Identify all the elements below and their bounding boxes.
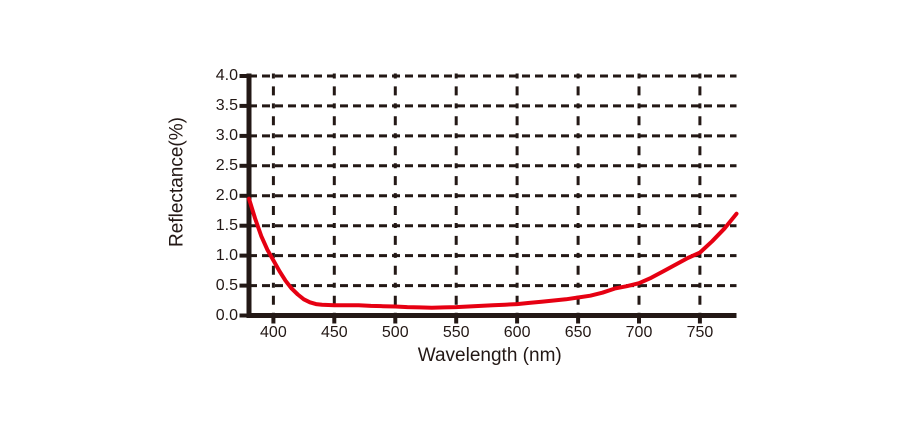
x-tick-label-400: 400 <box>260 323 287 341</box>
y-tick-label-0.0: 0.0 <box>215 306 238 324</box>
y-tick-label-1.5: 1.5 <box>215 216 238 234</box>
x-axis-title: Wavelength (nm) <box>417 344 562 366</box>
x-tick-label-700: 700 <box>625 323 653 341</box>
x-tick-label-450: 450 <box>320 323 348 341</box>
y-tick-label-2.5: 2.5 <box>215 156 238 174</box>
x-tick-label-500: 500 <box>381 323 409 341</box>
y-tick-label-3.0: 3.0 <box>215 126 238 144</box>
y-tick-label-0.5: 0.5 <box>215 276 238 294</box>
reflectance-curve <box>247 196 739 310</box>
y-axis-title: Reflectance(%) <box>166 117 188 247</box>
y-tick-label-1.0: 1.0 <box>215 246 238 264</box>
x-tick-label-650: 650 <box>564 323 592 341</box>
y-tick-label-3.5: 3.5 <box>215 96 238 114</box>
x-tick-label-550: 550 <box>442 323 470 341</box>
y-tick-label-2.0: 2.0 <box>215 186 238 204</box>
x-tick-label-750: 750 <box>686 323 714 341</box>
y-tick-label-4.0: 4.0 <box>215 67 238 84</box>
x-tick-label-600: 600 <box>503 323 531 341</box>
